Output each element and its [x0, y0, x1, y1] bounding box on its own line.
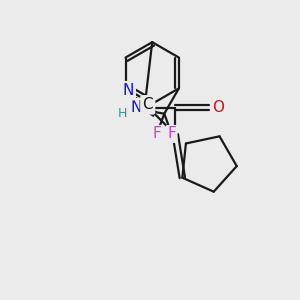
Text: H: H — [118, 107, 128, 120]
Text: N: N — [122, 83, 134, 98]
Text: F: F — [139, 103, 147, 118]
Text: O: O — [212, 100, 224, 115]
Text: C: C — [142, 97, 153, 112]
Text: F: F — [152, 127, 161, 142]
Text: O: O — [212, 100, 224, 115]
Text: C: C — [142, 97, 153, 112]
Text: N: N — [122, 83, 134, 98]
Text: F: F — [167, 127, 176, 142]
Text: H: H — [118, 107, 128, 120]
Text: N: N — [131, 100, 142, 115]
Text: N: N — [131, 100, 142, 115]
